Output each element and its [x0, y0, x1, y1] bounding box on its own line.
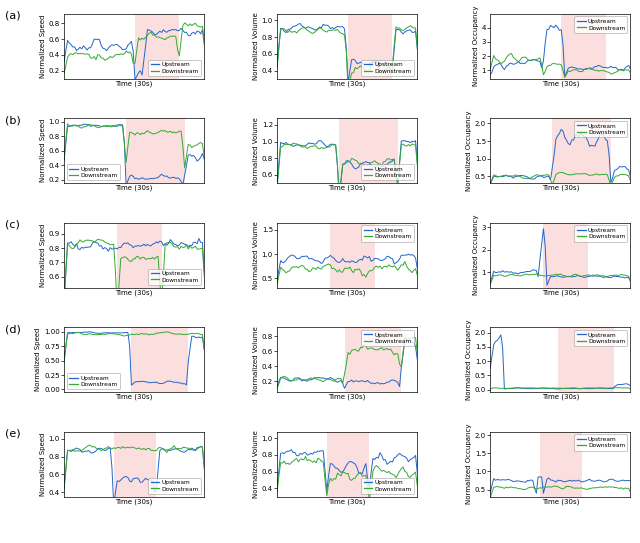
X-axis label: Time (30s): Time (30s) [541, 289, 579, 296]
X-axis label: Time (30s): Time (30s) [115, 80, 153, 87]
X-axis label: Time (30s): Time (30s) [115, 394, 153, 400]
X-axis label: Time (30s): Time (30s) [115, 185, 153, 191]
Y-axis label: Normalized Occupancy: Normalized Occupancy [466, 319, 472, 400]
Text: (b): (b) [5, 116, 21, 125]
X-axis label: Time (30s): Time (30s) [115, 498, 153, 505]
X-axis label: Time (30s): Time (30s) [541, 80, 579, 87]
Legend: Upstream, Downstream: Upstream, Downstream [362, 164, 414, 180]
Y-axis label: Normalized Occupancy: Normalized Occupancy [466, 110, 472, 191]
Legend: Upstream, Downstream: Upstream, Downstream [148, 269, 202, 285]
Bar [339, 118, 398, 184]
Legend: Upstream, Downstream: Upstream, Downstream [362, 478, 414, 494]
Y-axis label: Normalized Speed: Normalized Speed [40, 119, 46, 182]
Legend: Upstream, Downstream: Upstream, Downstream [148, 60, 202, 76]
Legend: Upstream, Downstream: Upstream, Downstream [362, 225, 414, 242]
X-axis label: Time (30s): Time (30s) [328, 185, 366, 191]
Bar [114, 432, 156, 497]
Legend: Upstream, Downstream: Upstream, Downstream [362, 330, 414, 346]
Legend: Upstream, Downstream: Upstream, Downstream [575, 434, 627, 451]
Text: (c): (c) [5, 220, 20, 230]
Y-axis label: Normalized Speed: Normalized Speed [40, 15, 46, 78]
Bar [117, 223, 162, 288]
Legend: Upstream, Downstream: Upstream, Downstream [148, 478, 202, 494]
Y-axis label: Normalized Volume: Normalized Volume [253, 430, 259, 498]
Y-axis label: Normalized Volume: Normalized Volume [253, 326, 259, 394]
Y-axis label: Normalized Speed: Normalized Speed [35, 328, 42, 392]
Text: (a): (a) [5, 11, 20, 21]
Bar [135, 14, 179, 79]
Legend: Upstream, Downstream: Upstream, Downstream [575, 16, 627, 33]
Legend: Upstream, Downstream: Upstream, Downstream [67, 164, 120, 180]
Legend: Upstream, Downstream: Upstream, Downstream [67, 373, 120, 389]
Bar [543, 223, 588, 288]
X-axis label: Time (30s): Time (30s) [541, 185, 579, 191]
Y-axis label: Normalized Volume: Normalized Volume [253, 12, 259, 80]
Y-axis label: Normalized Volume: Normalized Volume [253, 222, 259, 289]
Bar [330, 223, 374, 288]
X-axis label: Time (30s): Time (30s) [328, 394, 366, 400]
Y-axis label: Normalized Occupancy: Normalized Occupancy [466, 424, 472, 504]
Y-axis label: Normalized Occupancy: Normalized Occupancy [473, 6, 479, 86]
Y-axis label: Normalized Occupancy: Normalized Occupancy [473, 215, 479, 295]
Bar [344, 327, 401, 393]
Text: (e): (e) [5, 429, 20, 439]
Bar [540, 432, 582, 497]
Bar [126, 118, 185, 184]
Legend: Upstream, Downstream: Upstream, Downstream [362, 60, 414, 76]
X-axis label: Time (30s): Time (30s) [328, 498, 366, 505]
Legend: Upstream, Downstream: Upstream, Downstream [575, 330, 627, 346]
X-axis label: Time (30s): Time (30s) [541, 498, 579, 505]
Y-axis label: Normalized Speed: Normalized Speed [40, 433, 46, 496]
Text: (d): (d) [5, 324, 21, 334]
Bar [552, 118, 611, 184]
X-axis label: Time (30s): Time (30s) [328, 80, 366, 87]
Bar [561, 14, 605, 79]
Bar [348, 14, 392, 79]
Legend: Upstream, Downstream: Upstream, Downstream [575, 225, 627, 242]
X-axis label: Time (30s): Time (30s) [328, 289, 366, 296]
Bar [557, 327, 614, 393]
Y-axis label: Normalized Volume: Normalized Volume [253, 117, 259, 185]
X-axis label: Time (30s): Time (30s) [115, 289, 153, 296]
Bar [131, 327, 188, 393]
X-axis label: Time (30s): Time (30s) [541, 394, 579, 400]
Bar [327, 432, 369, 497]
Y-axis label: Normalized Speed: Normalized Speed [40, 224, 46, 287]
Legend: Upstream, Downstream: Upstream, Downstream [575, 121, 627, 137]
